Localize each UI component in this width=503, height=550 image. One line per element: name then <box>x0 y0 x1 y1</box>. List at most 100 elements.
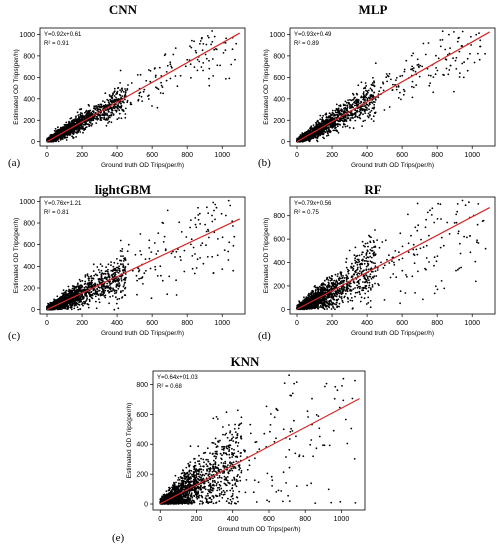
data-point <box>116 92 119 95</box>
data-point <box>366 115 369 117</box>
data-point <box>118 117 120 119</box>
data-point <box>325 121 327 124</box>
data-point <box>429 74 432 77</box>
data-point <box>332 129 335 132</box>
y-axis-label: Estimated OD Trips(per/h) <box>13 49 20 125</box>
panel-lightgbm: lightGBM (c) 0 200 400 600 800 1000 0 200 400 600… <box>5 180 253 350</box>
data-point <box>138 92 141 95</box>
data-point <box>439 39 442 41</box>
data-point <box>341 113 343 116</box>
data-point <box>103 113 106 116</box>
data-point <box>130 103 133 106</box>
data-point <box>348 126 351 129</box>
data-point <box>403 70 406 73</box>
data-point <box>121 87 123 90</box>
data-point <box>77 131 79 134</box>
data-point <box>344 125 347 128</box>
data-point <box>71 130 73 133</box>
data-point <box>103 101 106 103</box>
data-point <box>103 291 106 294</box>
data-point <box>109 116 111 119</box>
data-point <box>122 263 124 265</box>
data-point <box>104 273 107 275</box>
data-point <box>66 134 69 137</box>
data-point <box>113 87 116 90</box>
data-point <box>367 116 370 119</box>
data-point <box>192 246 195 249</box>
r-squared: R² = 0.89 <box>294 41 320 47</box>
data-point <box>318 126 320 129</box>
data-point <box>71 287 74 290</box>
data-point <box>103 104 106 107</box>
data-point <box>112 281 114 284</box>
data-point <box>341 119 344 122</box>
x-tick-label: 800 <box>431 152 443 159</box>
data-point <box>316 137 319 140</box>
regression-line <box>46 32 241 143</box>
data-point <box>97 278 100 281</box>
data-point <box>121 95 124 97</box>
data-point <box>360 96 362 99</box>
data-point <box>118 282 121 285</box>
data-point <box>107 263 110 266</box>
data-point <box>59 138 62 141</box>
data-point <box>429 82 431 84</box>
data-point <box>412 69 415 72</box>
data-point <box>130 82 133 84</box>
data-point <box>57 132 60 135</box>
data-point <box>370 88 373 91</box>
data-point <box>92 111 95 114</box>
data-point <box>114 109 117 112</box>
data-point <box>362 87 365 90</box>
data-point <box>82 131 84 134</box>
x-axis-label: Ground truth OD Trips(per/h) <box>101 162 184 169</box>
data-point <box>353 97 355 99</box>
data-point <box>214 203 217 206</box>
x-tick-label: 1000 <box>464 152 480 159</box>
data-point <box>122 266 125 269</box>
data-point <box>455 56 458 59</box>
data-point <box>212 201 215 204</box>
data-point <box>315 134 317 137</box>
data-point <box>193 66 196 68</box>
data-point <box>405 59 408 62</box>
data-point <box>315 126 318 129</box>
data-point <box>164 248 167 251</box>
data-point <box>323 129 325 132</box>
data-point <box>77 303 80 306</box>
data-point <box>81 125 83 128</box>
data-point <box>392 83 394 86</box>
data-point <box>116 106 119 109</box>
data-point <box>117 107 119 110</box>
data-point <box>186 58 189 61</box>
data-point <box>96 109 99 112</box>
data-point <box>170 65 173 68</box>
data-point <box>200 66 203 68</box>
data-point <box>344 104 347 107</box>
data-point <box>159 265 162 268</box>
data-point <box>198 60 201 63</box>
data-point <box>479 45 482 48</box>
panel-label: (b) <box>258 157 271 169</box>
data-point <box>202 62 205 64</box>
data-point <box>123 258 126 261</box>
data-point <box>148 94 150 97</box>
data-point <box>211 30 214 32</box>
data-point <box>397 97 400 99</box>
data-point <box>120 255 122 257</box>
data-point <box>148 257 151 260</box>
data-point <box>77 114 80 116</box>
data-point <box>90 296 93 299</box>
data-point <box>225 37 228 40</box>
data-point <box>72 119 75 121</box>
data-point <box>95 300 97 303</box>
data-point <box>195 226 198 229</box>
data-point <box>109 106 112 109</box>
data-point <box>71 123 74 126</box>
data-point <box>137 267 140 270</box>
data-point <box>304 139 307 142</box>
y-tick-label: 0 <box>31 139 35 146</box>
data-point <box>97 294 100 296</box>
data-point <box>83 283 86 285</box>
data-point <box>336 111 339 114</box>
